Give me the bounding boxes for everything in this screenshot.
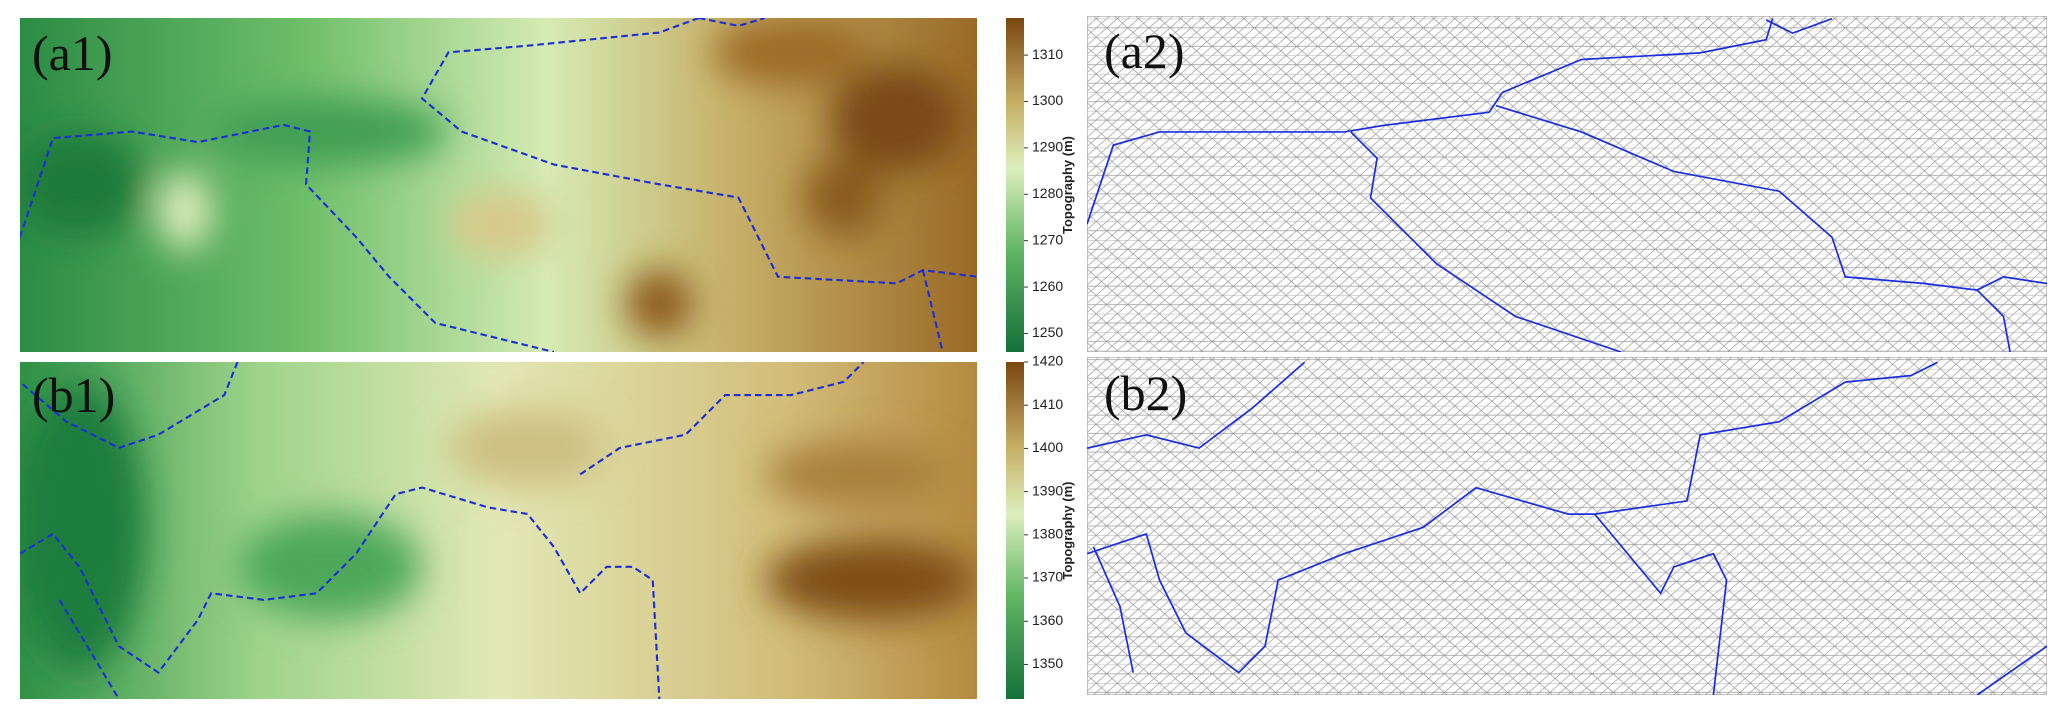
terrain-map [20,18,977,352]
terrain-map [20,362,977,699]
tick-label: 1300 [1032,92,1063,108]
tick-label: 1310 [1032,46,1063,62]
tick-label: 1360 [1032,612,1063,628]
mesh-map [1087,16,2047,352]
tick-label: 1420 [1032,353,1063,369]
axis-label: Topography (m) [1060,136,1075,234]
tick-label: 1250 [1032,324,1063,340]
tick-label: 1280 [1032,185,1063,201]
tick-label: 1390 [1032,482,1063,498]
tick-label: 1270 [1032,231,1063,247]
tick-label: 1400 [1032,439,1063,455]
tick-label: 1410 [1032,396,1063,412]
tick-label: 1260 [1032,278,1063,294]
colorbar [1006,362,1024,699]
mesh-map [1087,357,2047,695]
tick-label: 1380 [1032,526,1063,542]
tick-label: 1350 [1032,655,1063,671]
panel-label: (a2) [1104,23,1185,79]
panel-label: (a1) [32,25,113,81]
axis-label: Topography (m) [1060,482,1075,580]
panel-label: (b1) [32,367,115,423]
tick-label: 1370 [1032,569,1063,585]
colorbar [1006,18,1024,352]
tick-label: 1290 [1032,139,1063,155]
panel-label: (b2) [1104,365,1187,421]
